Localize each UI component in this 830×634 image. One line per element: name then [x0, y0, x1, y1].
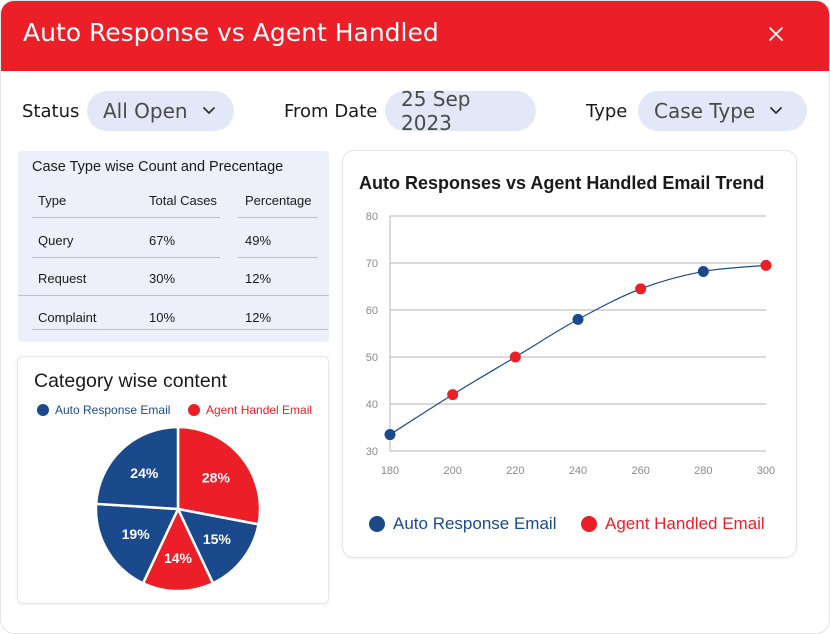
row-divider [32, 329, 328, 330]
legend-label: Agent Handel Email [206, 403, 313, 417]
table-title: Case Type wise Count and Precentage [32, 159, 284, 175]
y-tick-label: 70 [366, 258, 378, 270]
y-tick-label: 50 [366, 352, 378, 364]
row-divider [18, 295, 329, 296]
data-point [447, 389, 459, 401]
legend-auto-response: Auto Response Email [37, 403, 170, 417]
trend-chart-panel: Auto Responses vs Agent Handled Email Tr… [342, 150, 797, 558]
table-cell-percentage: 12% [245, 271, 272, 286]
column-header-total-cases: Total Cases [149, 193, 217, 208]
pie-slice [94, 502, 180, 585]
chevron-down-icon [202, 106, 216, 116]
close-icon[interactable] [768, 26, 784, 42]
legend-agent-handled: Agent Handled Email [581, 514, 765, 534]
pie-chart: 28% 15% 14% 19% 24% [94, 425, 262, 593]
pie-slice [176, 425, 262, 526]
legend-label: Auto Response Email [55, 403, 171, 417]
header-divider [32, 217, 220, 218]
x-tick-label: 280 [694, 465, 712, 477]
header-divider [238, 217, 318, 218]
from-date-picker[interactable]: 25 Sep 2023 [385, 87, 536, 135]
pie-slice-label: 28% [202, 470, 231, 486]
case-type-table-panel: Case Type wise Count and Precentage Type… [18, 151, 329, 342]
pie-slice-label: 24% [130, 465, 159, 481]
status-dropdown[interactable]: All Open [87, 91, 234, 131]
y-tick-label: 40 [366, 399, 378, 411]
table-cell-total: 67% [149, 233, 176, 248]
table-cell-type: Request [38, 271, 87, 286]
x-tick-label: 300 [757, 465, 775, 477]
legend-agent-handel: Agent Handel Email [188, 403, 312, 417]
pie-slice [175, 507, 261, 585]
status-label: Status [22, 101, 80, 122]
title-bar: Auto Response vs Agent Handled [1, 1, 829, 71]
pie-slice [94, 425, 180, 511]
data-point [572, 313, 584, 325]
x-tick-label: 220 [506, 465, 524, 477]
legend-marker [581, 516, 597, 532]
status-value: All Open [103, 99, 188, 123]
x-tick-label: 260 [631, 465, 649, 477]
data-point [384, 429, 396, 441]
legend-auto-response: Auto Response Email [369, 514, 556, 534]
type-value: Case Type [654, 99, 756, 123]
x-tick-label: 180 [381, 465, 399, 477]
data-point [697, 265, 709, 277]
from-date-label: From Date [284, 101, 378, 122]
category-pie-panel: Category wise content Auto Response Emai… [17, 356, 329, 604]
legend-marker [369, 516, 385, 532]
pie-title: Category wise content [34, 370, 227, 392]
data-point [760, 259, 772, 271]
table-cell-total: 30% [149, 271, 176, 286]
line-chart-title: Auto Responses vs Agent Handled Email Tr… [359, 173, 765, 193]
trend-line [389, 264, 767, 436]
legend-marker [188, 404, 200, 416]
y-tick-label: 30 [366, 446, 378, 458]
pie-slice-label: 14% [164, 550, 193, 566]
table-cell-type: Complaint [38, 310, 97, 325]
row-divider [32, 257, 220, 258]
table-cell-percentage: 12% [245, 310, 272, 325]
table-cell-total: 10% [149, 310, 176, 325]
pie-slice-label: 15% [203, 531, 232, 547]
x-tick-label: 240 [569, 465, 587, 477]
table-cell-type: Query [38, 233, 74, 248]
row-divider [238, 257, 318, 258]
close-button[interactable] [761, 19, 791, 49]
legend-label: Auto Response Email [393, 514, 557, 533]
from-date-value: 25 Sep 2023 [401, 87, 471, 135]
legend-marker [37, 404, 49, 416]
y-tick-label: 60 [366, 305, 378, 317]
line-chart: 30 40 50 60 70 80 180 200 220 240 260 280 300 [366, 211, 775, 477]
pie-slice [141, 506, 215, 593]
y-tick-label: 80 [366, 211, 378, 223]
pie-slice-label: 19% [122, 526, 151, 542]
type-dropdown[interactable]: Case Type [638, 91, 807, 131]
x-tick-label: 200 [443, 465, 461, 477]
data-point [635, 283, 647, 295]
column-header-percentage: Percentage [245, 193, 312, 208]
data-point [509, 351, 521, 363]
type-label: Type [586, 101, 628, 122]
table-cell-percentage: 49% [245, 233, 272, 248]
dialog-title: Auto Response vs Agent Handled [23, 18, 439, 47]
column-header-type: Type [38, 193, 67, 208]
legend-label: Agent Handled Email [605, 514, 765, 533]
chevron-down-icon [769, 106, 783, 116]
